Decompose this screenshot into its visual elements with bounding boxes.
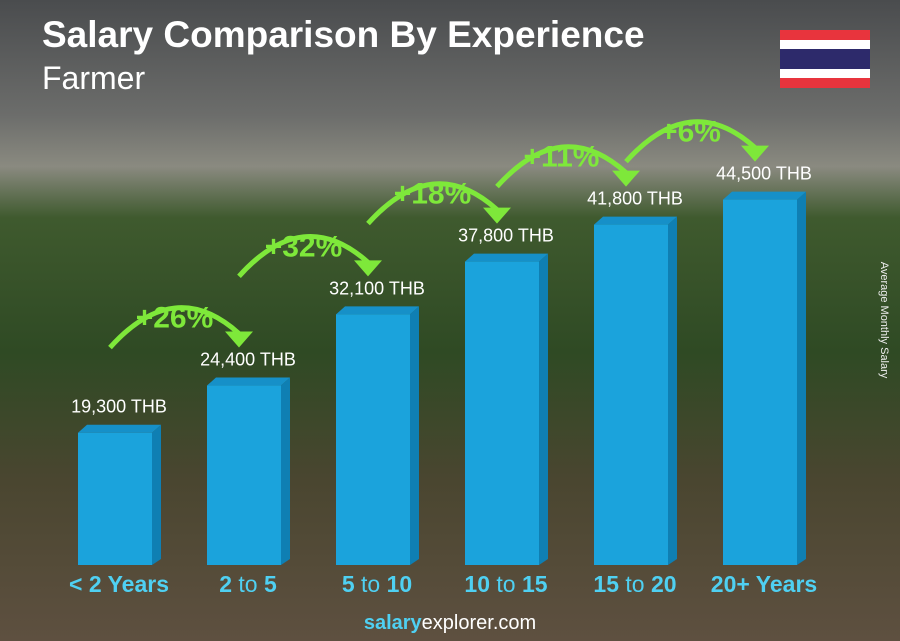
change-label: +11% — [524, 141, 600, 174]
bar — [78, 432, 152, 565]
change-arrow-arc — [237, 233, 370, 278]
bar-side — [281, 377, 290, 565]
change-arrow-head — [741, 145, 769, 162]
bar — [723, 199, 797, 565]
brand-rest: explorer — [421, 612, 493, 634]
bar — [594, 224, 668, 565]
value-label: 19,300 THB — [71, 397, 167, 417]
brand-bold: salary — [363, 612, 422, 634]
brand-tld: .com — [492, 612, 537, 634]
bar-top — [78, 424, 161, 433]
bar — [465, 261, 539, 565]
change-label: +18% — [394, 178, 472, 211]
change-arrow-arc — [366, 181, 499, 226]
change-label: +26% — [136, 302, 214, 335]
value-label: 44,500 THB — [716, 164, 812, 184]
value-label: 37,800 THB — [458, 226, 554, 246]
bar-side — [410, 306, 419, 565]
value-label: 41,800 THB — [587, 189, 683, 209]
category-label: < 2 Years — [69, 571, 169, 597]
category-label: 5 to 10 — [342, 571, 412, 597]
footer-brand[interactable]: salaryexplorer.com — [0, 612, 900, 635]
change-arrow-head — [483, 207, 511, 224]
bar-top — [207, 377, 290, 386]
change-arrow-arc — [108, 305, 241, 350]
change-label: +6% — [660, 116, 721, 149]
category-label: 15 to 20 — [593, 571, 676, 597]
value-label: 32,100 THB — [329, 278, 425, 298]
change-arrow-head — [612, 170, 640, 187]
bar-top — [465, 253, 548, 262]
bar-side — [152, 424, 161, 565]
change-label: +32% — [265, 230, 343, 263]
bar-top — [594, 216, 677, 225]
category-label: 20+ Years — [711, 571, 817, 597]
bar — [336, 314, 410, 565]
page-title: Salary Comparison By Experience — [42, 14, 645, 55]
bar-top — [723, 191, 806, 200]
change-arrow-arc — [624, 119, 757, 164]
thailand-flag-icon — [780, 30, 870, 88]
bar — [207, 385, 281, 565]
bar-side — [797, 191, 806, 565]
page-subtitle: Farmer — [42, 60, 146, 96]
category-label: 2 to 5 — [219, 571, 277, 597]
change-arrow-head — [354, 260, 382, 277]
bar-side — [668, 216, 677, 565]
bar-top — [336, 306, 419, 315]
value-label: 24,400 THB — [200, 350, 296, 370]
category-label: 10 to 15 — [464, 571, 547, 597]
bar-side — [539, 253, 548, 565]
change-arrow-arc — [495, 144, 628, 189]
change-arrow-head — [225, 331, 253, 348]
